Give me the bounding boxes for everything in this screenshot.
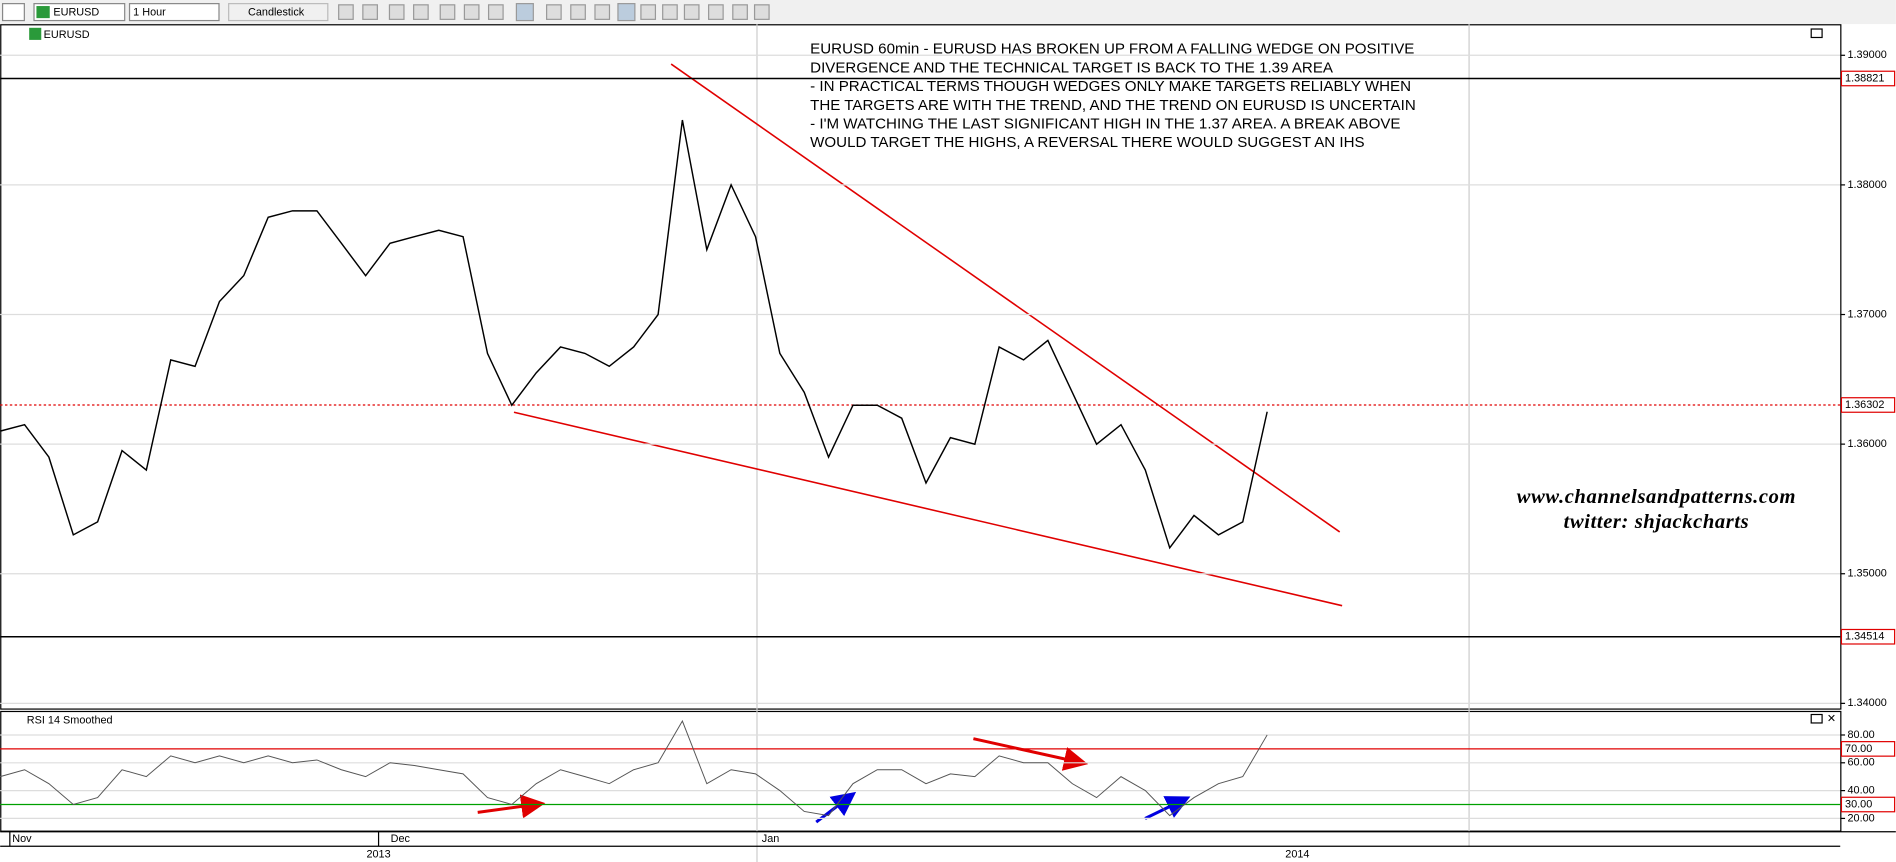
style-box[interactable] (228, 3, 329, 22)
annotation-line: WOULD TARGET THE HIGHS, A REVERSAL THERE… (810, 134, 1364, 151)
level-label-box (1840, 741, 1896, 757)
y-tick-label: 1.34000 (1847, 697, 1886, 709)
level-label: 1.34514 (1845, 631, 1884, 643)
x-year: 2013 (366, 849, 390, 861)
price-line (0, 119, 1268, 550)
interval-box[interactable] (128, 3, 220, 22)
y-tick-label: 1.39000 (1847, 49, 1886, 61)
price-title: EURUSD (44, 29, 90, 41)
annotation-line: - I'M WATCHING THE LAST SIGNIFICANT HIGH… (810, 116, 1400, 133)
maximize[interactable] (1810, 28, 1823, 39)
level-label-box (1840, 796, 1896, 813)
chart-style: Candlestick (248, 7, 305, 19)
y-tick-label: 1.38000 (1847, 179, 1886, 191)
y-tick-label: 80.00 (1847, 729, 1874, 741)
annotation-line: - IN PRACTICAL TERMS THOUGH WEDGES ONLY … (810, 78, 1411, 95)
watermark: www.channelsandpatterns.com twitter: shja… (1517, 486, 1796, 533)
level-label: 30.00 (1845, 798, 1872, 810)
y-tick-label: 60.00 (1847, 757, 1874, 769)
price-panel (0, 24, 1842, 710)
scroll-button[interactable] (1, 3, 25, 22)
x-year: 2014 (1285, 849, 1309, 861)
annotation-line: EURUSD 60min - EURUSD HAS BROKEN UP FROM… (810, 41, 1414, 58)
price-line (0, 719, 1268, 817)
level-label-box (1840, 628, 1896, 645)
level-label: 70.00 (1845, 743, 1872, 755)
watermark-line: www.channelsandpatterns.com (1517, 486, 1796, 508)
interval: 1 Hour (133, 7, 166, 19)
annotation-line: THE TARGETS ARE WITH THE TREND, AND THE … (810, 97, 1416, 114)
close[interactable]: ✕ (1827, 713, 1836, 725)
toolbar-icons[interactable] (338, 3, 770, 22)
x-label: Dec (391, 833, 411, 845)
fx-icon (36, 6, 50, 19)
y-tick-label: 1.35000 (1847, 568, 1886, 580)
maximize[interactable] (1810, 713, 1823, 724)
y-tick-label: 1.36000 (1847, 438, 1886, 450)
level-label-box (1840, 70, 1896, 87)
watermark-line: twitter: shjackcharts (1564, 511, 1750, 533)
rsi-title: RSI 14 Smoothed (27, 714, 113, 726)
symbol: EURUSD (53, 7, 99, 19)
y-tick-label: 40.00 (1847, 784, 1874, 796)
level-label: 1.36302 (1845, 399, 1884, 411)
annotation-line: DIVERGENCE AND THE TECHNICAL TARGET IS B… (810, 59, 1334, 76)
x-label: Jan (762, 833, 780, 845)
x-label: Nov (12, 833, 32, 845)
y-tick-label: 1.37000 (1847, 308, 1886, 320)
symbol-box[interactable] (33, 3, 126, 22)
level-label: 1.38821 (1845, 72, 1884, 84)
y-tick-label: 20.00 (1847, 812, 1874, 824)
annotation: EURUSD 60min - EURUSD HAS BROKEN UP FROM… (810, 41, 1416, 152)
fx-icon (29, 27, 42, 40)
level-label-box (1840, 397, 1896, 413)
